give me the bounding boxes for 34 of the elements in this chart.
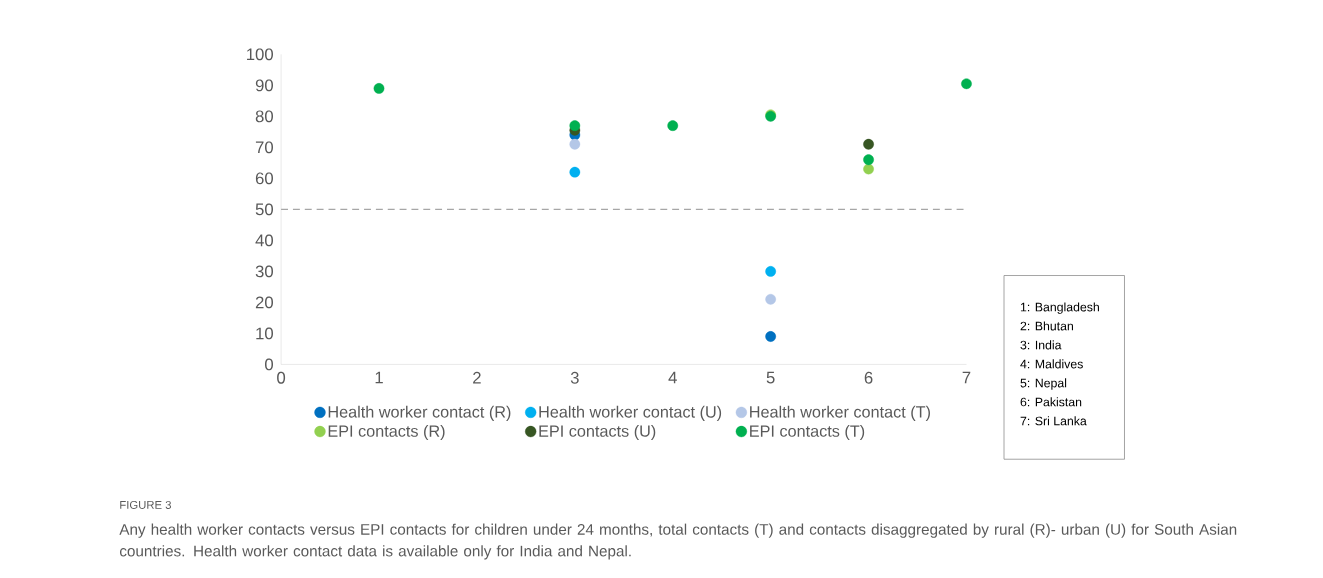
y-tick-label: 20 (255, 296, 274, 309)
y-tick-label: 80 (255, 110, 274, 123)
legend-label: EPI contacts (U) (539, 425, 656, 441)
y-tick-label: 70 (255, 141, 274, 154)
y-tick-label: 40 (255, 234, 274, 247)
y-tick-label: 10 (256, 327, 274, 340)
y-tick-label: 90 (255, 79, 274, 92)
legend-label: Health worker contact (U) (539, 405, 722, 422)
x-tick-label: 2 (473, 371, 481, 384)
text: 3: India (1020, 340, 1062, 350)
text: 1: Bangladesh (1020, 302, 1099, 314)
text: 4: Maldives (1020, 359, 1083, 369)
text: 7: Sri Lanka (1020, 416, 1087, 426)
x-tick-label: 0 (277, 371, 286, 384)
y-tick-label: 100 (247, 48, 274, 61)
y-tick-label: 30 (255, 265, 274, 278)
legend-label: Health worker contact (R) (328, 405, 511, 422)
text: 2: Bhutan (1020, 321, 1073, 331)
x-tick-label: 7 (962, 371, 971, 384)
y-tick-label: 50 (255, 203, 274, 216)
y-tick-label: 0 (265, 358, 274, 371)
x-tick-label: 5 (766, 371, 775, 384)
x-tick-label: 6 (864, 371, 873, 384)
x-tick-label: 4 (668, 371, 677, 384)
legend-label: EPI contacts (R) (328, 425, 445, 441)
legend-label: Health worker contact (T) (750, 405, 930, 422)
legend-label: EPI contacts (T) (750, 425, 865, 441)
text: 6: Pakistan (1020, 397, 1082, 407)
y-tick-label: 60 (255, 172, 274, 185)
x-tick-label: 3 (570, 371, 579, 384)
caption: FIGURE 3 (120, 501, 171, 510)
text: Any health worker contacts versus EPI contacts for children under 24 months, total contacts (T) and contacts disaggregated by rural (R)- urban (U) for South Asian countries. Health worker contact data is available only for India and Nepal. (119, 523, 1237, 560)
text: 5: Nepal (1020, 378, 1067, 390)
x-tick-label: 1 (375, 371, 383, 384)
